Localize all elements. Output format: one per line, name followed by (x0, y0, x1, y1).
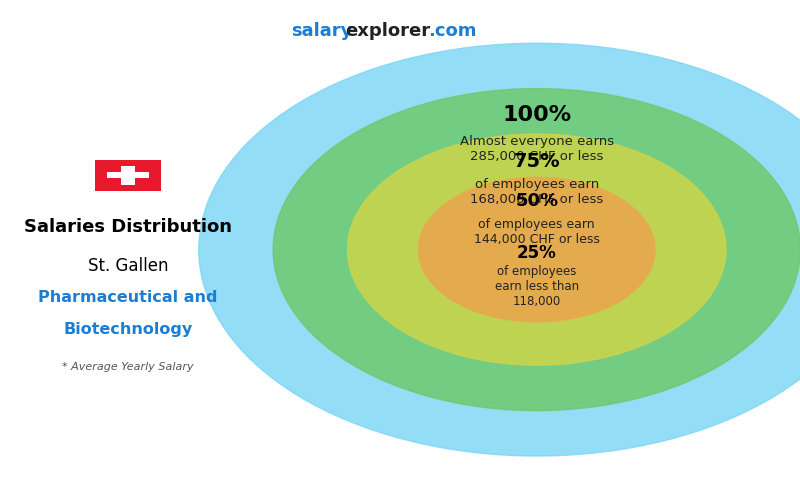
FancyBboxPatch shape (94, 159, 162, 191)
Circle shape (198, 43, 800, 456)
Text: .com: .com (428, 22, 477, 40)
Text: Biotechnology: Biotechnology (63, 322, 193, 336)
Text: 50%: 50% (515, 192, 558, 210)
FancyBboxPatch shape (107, 172, 149, 178)
Text: Pharmaceutical and: Pharmaceutical and (38, 290, 218, 305)
Circle shape (418, 178, 655, 322)
Text: * Average Yearly Salary: * Average Yearly Salary (62, 362, 194, 372)
Text: of employees earn
168,000 CHF or less: of employees earn 168,000 CHF or less (470, 178, 603, 206)
Text: 75%: 75% (514, 152, 560, 170)
Text: Salaries Distribution: Salaries Distribution (24, 218, 232, 236)
FancyBboxPatch shape (122, 166, 134, 185)
Text: Almost everyone earns
285,000 CHF or less: Almost everyone earns 285,000 CHF or les… (460, 135, 614, 163)
Text: salary: salary (290, 22, 352, 40)
Circle shape (347, 134, 726, 365)
Text: St. Gallen: St. Gallen (88, 257, 168, 275)
Text: 100%: 100% (502, 106, 571, 125)
Text: 25%: 25% (517, 244, 557, 262)
Circle shape (273, 89, 800, 410)
Text: explorer: explorer (345, 22, 430, 40)
Text: of employees earn
144,000 CHF or less: of employees earn 144,000 CHF or less (474, 218, 600, 246)
Text: of employees
earn less than
118,000: of employees earn less than 118,000 (494, 265, 578, 308)
